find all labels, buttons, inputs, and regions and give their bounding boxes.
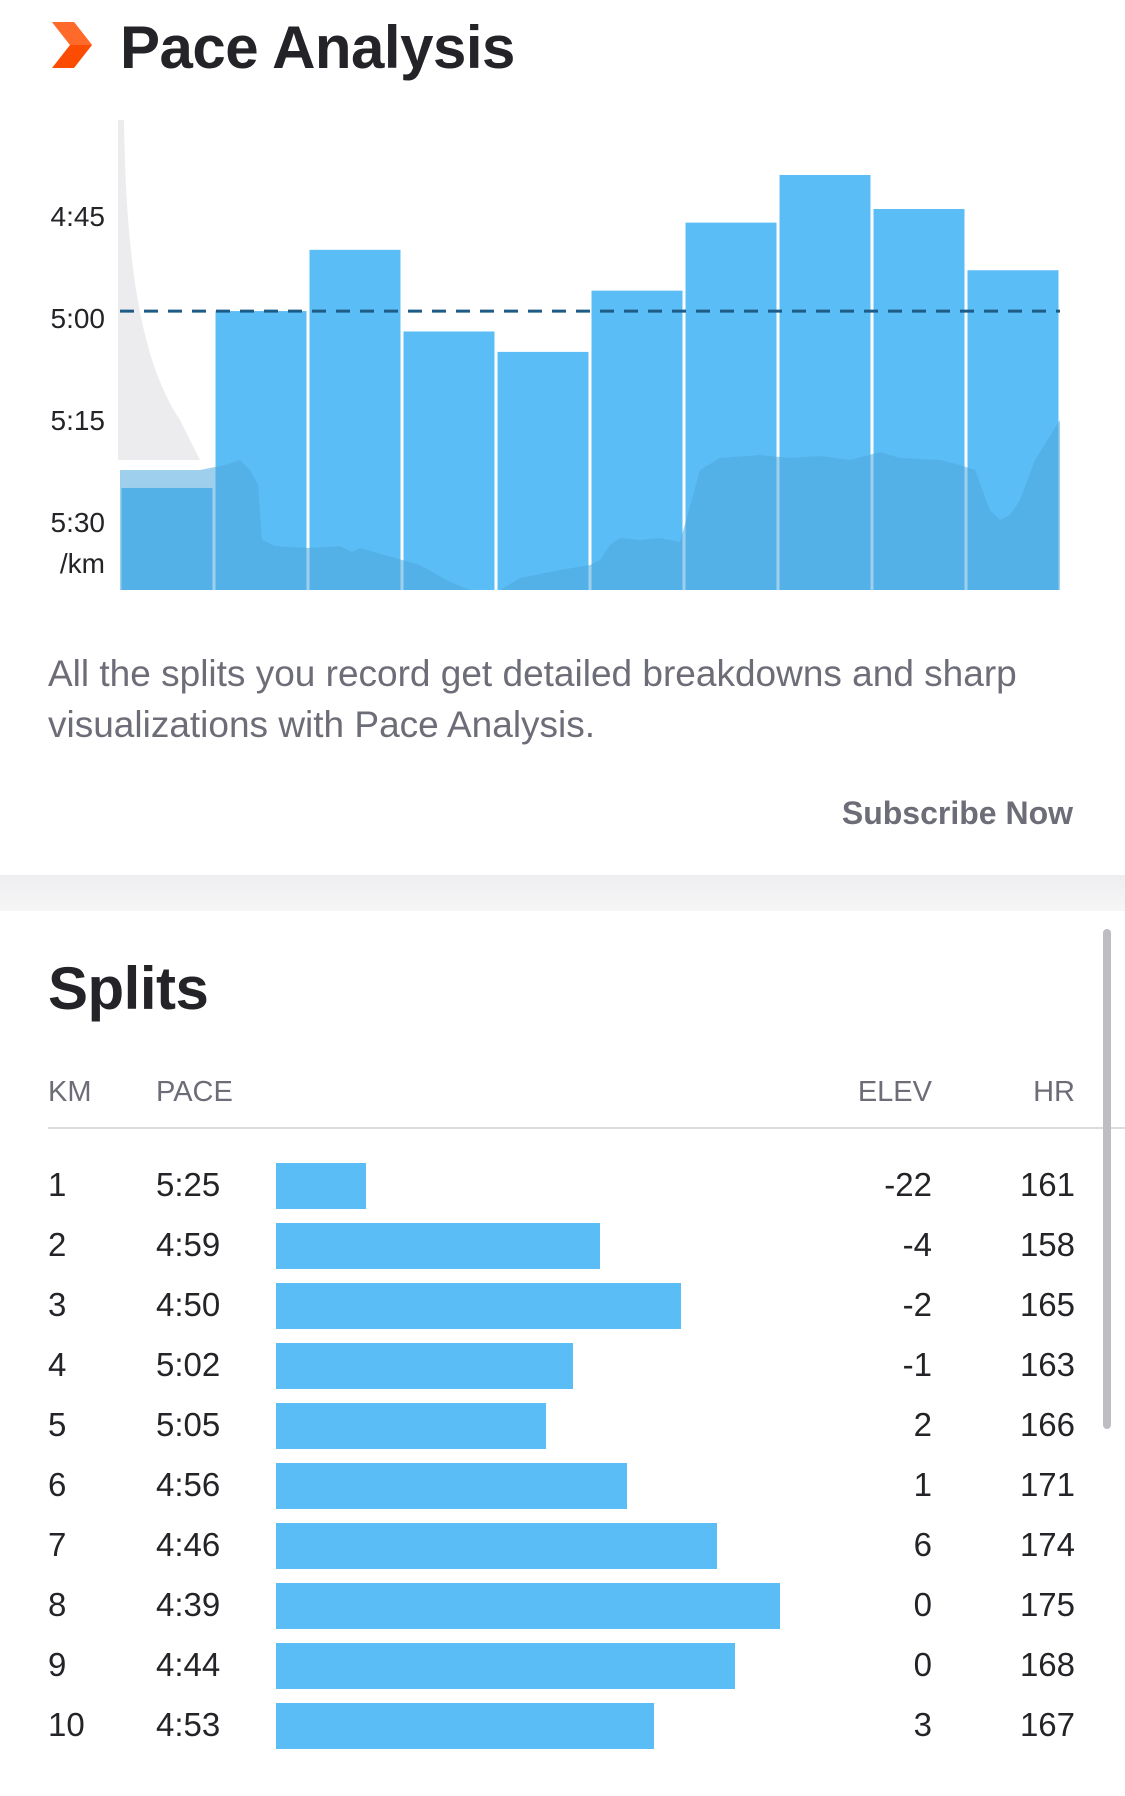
split-elev: 3 [913, 1706, 932, 1743]
pace-chart: 4:45 5:00 5:15 5:30/km [51, 120, 1060, 590]
column-header-elev: ELEV [857, 1076, 932, 1108]
split-pace-bar [276, 1223, 600, 1269]
split-pace-bar [276, 1523, 717, 1569]
y-axis-unit-label: /km [60, 548, 105, 579]
pace-analysis-section: Pace Analysis 4:45 5:00 5:15 5:30/km All th… [0, 0, 1125, 875]
split-km: 2 [48, 1226, 67, 1263]
split-row[interactable]: 7 4:46 6 174 [0, 1521, 1125, 1581]
split-hr: 175 [1019, 1586, 1075, 1623]
split-row[interactable]: 8 4:39 0 175 [0, 1581, 1125, 1641]
split-row[interactable]: 5 5:05 2 166 [0, 1401, 1125, 1461]
pace-bar [497, 351, 589, 590]
split-pace: 4:46 [156, 1526, 221, 1563]
split-km: 5 [48, 1406, 67, 1443]
split-pace-bar [276, 1463, 627, 1509]
split-row[interactable]: 1 5:25 -22 161 [0, 1161, 1125, 1221]
split-elev: -22 [884, 1166, 932, 1203]
split-km: 8 [48, 1586, 67, 1623]
split-pace-bar [276, 1703, 654, 1749]
split-hr: 171 [1019, 1466, 1075, 1503]
page-title: Pace Analysis [120, 14, 515, 81]
split-pace: 5:25 [156, 1166, 221, 1203]
y-tick-label: 5:30 [51, 507, 106, 538]
split-elev: 1 [913, 1466, 932, 1503]
split-row[interactable]: 4 5:02 -1 163 [0, 1341, 1125, 1401]
split-elev: 2 [913, 1406, 932, 1443]
split-pace: 5:02 [156, 1346, 221, 1383]
split-row[interactable]: 2 4:59 -4 158 [0, 1221, 1125, 1281]
split-hr: 168 [1019, 1646, 1075, 1683]
split-hr: 163 [1019, 1346, 1075, 1383]
splits-section: Splits KM PACE ELEV HR 1 5:25 -22 161 2 4:59-… [0, 911, 1125, 1796]
split-hr: 161 [1019, 1166, 1075, 1203]
split-pace: 5:05 [156, 1406, 221, 1443]
split-pace: 4:59 [156, 1226, 221, 1263]
header-divider [48, 1127, 1125, 1129]
splits-title: Splits [48, 955, 209, 1022]
section-divider [0, 875, 1125, 911]
split-km: 6 [48, 1466, 67, 1503]
split-row[interactable]: 9 4:44 0 168 [0, 1641, 1125, 1701]
split-pace: 4:53 [156, 1706, 221, 1743]
split-km: 1 [48, 1166, 67, 1203]
column-header-hr: HR [1033, 1076, 1075, 1108]
split-pace-bar [276, 1283, 681, 1329]
split-hr: 166 [1019, 1406, 1075, 1443]
split-km: 10 [48, 1706, 85, 1743]
split-row[interactable]: 3 4:50 -2 165 [0, 1281, 1125, 1341]
split-hr: 167 [1019, 1706, 1075, 1743]
scrollbar[interactable] [1103, 929, 1111, 1429]
split-elev: -2 [902, 1286, 932, 1323]
y-tick-label: 5:15 [51, 405, 106, 436]
column-header-pace: PACE [156, 1076, 233, 1108]
split-row[interactable]: 10 4:53 3 167 [0, 1701, 1125, 1761]
split-pace-bar [276, 1643, 735, 1689]
split-hr: 165 [1019, 1286, 1075, 1323]
chart-background-shade [118, 120, 200, 460]
pace-bar [309, 249, 401, 590]
split-km: 3 [48, 1286, 67, 1323]
split-elev: 0 [913, 1646, 932, 1683]
split-hr: 174 [1019, 1526, 1075, 1563]
pace-bar [403, 331, 495, 590]
split-row[interactable]: 6 4:56 1 171 [0, 1461, 1125, 1521]
y-tick-label: 5:00 [51, 303, 106, 334]
split-elev: 6 [913, 1526, 932, 1563]
split-pace: 4:39 [156, 1586, 221, 1623]
splits-table: 1 5:25 -22 161 2 4:59 -4 158 3 4:50 -2 165 4 5:02 -1 16… [0, 1161, 1125, 1761]
split-hr: 158 [1019, 1226, 1075, 1263]
split-pace: 4:50 [156, 1286, 221, 1323]
split-km: 9 [48, 1646, 67, 1683]
elevation-profile-area [120, 420, 1060, 590]
split-pace: 4:56 [156, 1466, 221, 1503]
y-tick-label: 4:45 [51, 201, 106, 232]
column-header-km: KM [48, 1076, 92, 1108]
split-pace-bar [276, 1343, 573, 1389]
split-km: 7 [48, 1526, 67, 1563]
split-pace-bar [276, 1583, 780, 1629]
split-pace-bar [276, 1163, 366, 1209]
subscribe-now-button[interactable]: Subscribe Now [841, 795, 1073, 831]
split-elev: -1 [902, 1346, 932, 1383]
split-pace: 4:44 [156, 1646, 221, 1683]
pace-analysis-description: All the splits you record get detailed b… [48, 653, 1017, 745]
split-km: 4 [48, 1346, 67, 1383]
split-elev: 0 [913, 1586, 932, 1623]
split-elev: -4 [902, 1226, 932, 1263]
chevron-logo-icon [52, 22, 92, 68]
split-pace-bar [276, 1403, 546, 1449]
